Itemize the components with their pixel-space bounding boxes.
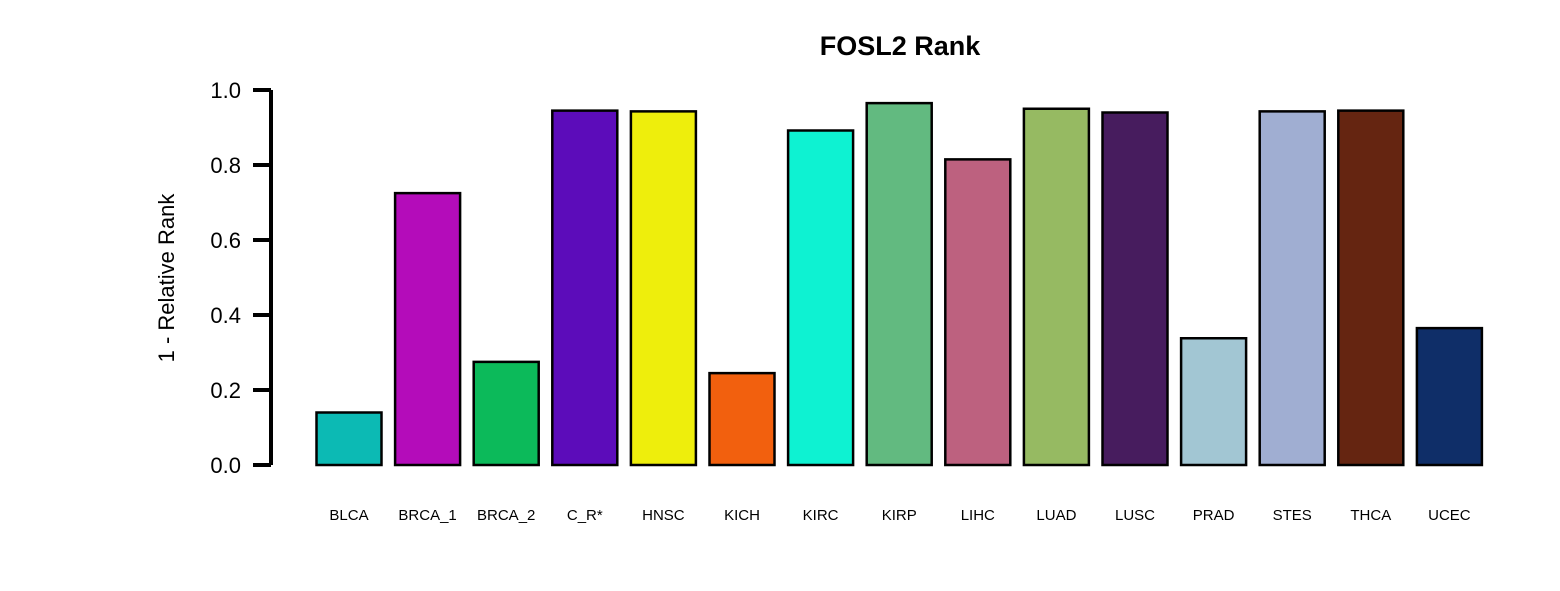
x-tick-label: LUSC [1115,507,1155,524]
chart-title: FOSL2 Rank [820,31,982,61]
x-tick-label: KIRP [882,507,917,524]
x-tick-label: BLCA [329,507,368,524]
y-tick-label: 0.6 [210,228,241,253]
x-tick-label: UCEC [1428,507,1471,524]
bar-stes [1258,110,1326,467]
y-axis-label: 1 - Relative Rank [154,193,179,363]
bar-lihc [944,158,1012,467]
y-tick-label: 0.0 [210,453,241,478]
y-axis-ticks: 0.0 0.2 0.4 0.6 0.8 1.0 [210,78,271,478]
x-tick-label: THCA [1350,507,1391,524]
y-tick-label: 0.2 [210,378,241,403]
bar-c-r [551,109,619,467]
bar-lusc [1101,111,1169,467]
bar-brca-2 [472,360,540,467]
x-tick-label: KIRC [803,507,839,524]
bar-prad [1179,337,1248,467]
y-tick-label: 0.4 [210,303,241,328]
x-tick-label: STES [1273,507,1312,524]
y-tick-label: 0.8 [210,153,241,178]
x-tick-label: HNSC [642,507,685,524]
x-axis-tick-labels: BLCA BRCA_1 BRCA_2 C_R* HNSC KICH KIRC KIRP LIHC… [329,507,1470,524]
bar-brca-1 [393,191,462,467]
bars-group [315,101,1484,467]
bar-ucec [1415,326,1484,467]
bar-luad [1022,107,1091,467]
bar-kirp [865,101,933,467]
bar-hnsc [629,110,698,467]
x-tick-label: C_R* [567,507,603,524]
y-tick-label: 1.0 [210,78,241,103]
bar-thca [1337,109,1405,467]
x-tick-label: PRAD [1193,507,1235,524]
x-tick-label: LIHC [961,507,995,524]
bar-kirc [786,129,855,467]
bar-blca [315,411,383,467]
x-tick-label: LUAD [1036,507,1076,524]
x-tick-label: BRCA_2 [477,507,535,524]
x-tick-label: KICH [724,507,760,524]
x-tick-label: BRCA_1 [398,507,456,524]
bar-kich [708,371,776,467]
